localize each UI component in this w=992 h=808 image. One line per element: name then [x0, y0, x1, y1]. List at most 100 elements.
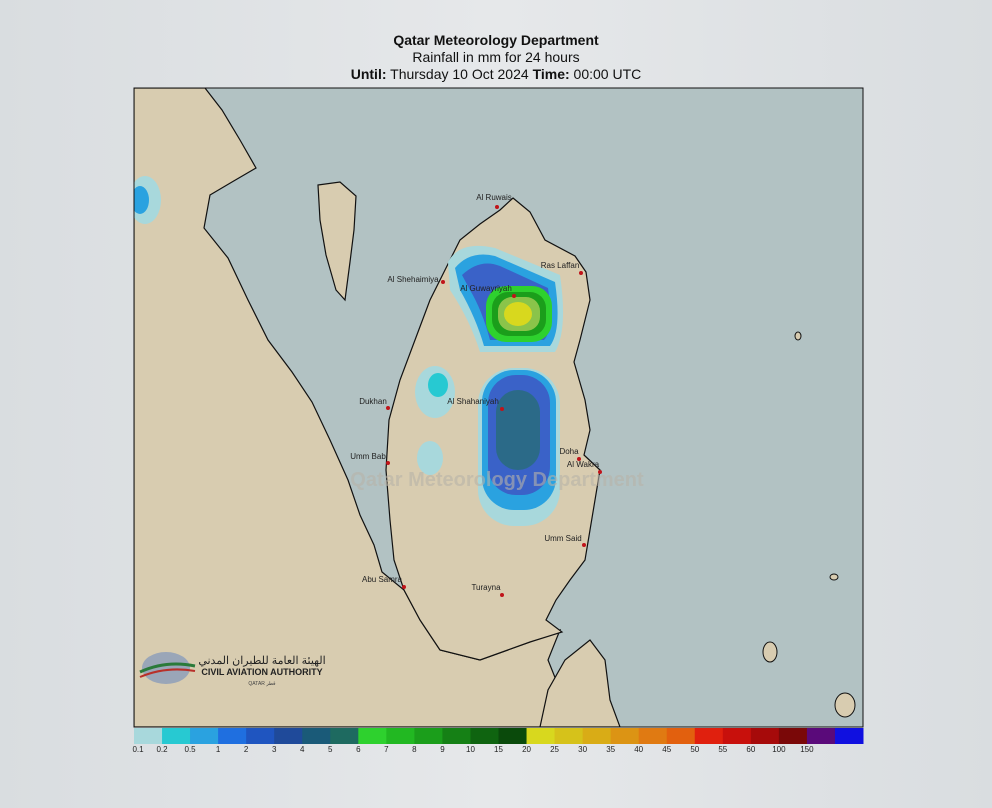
scale-label: 2: [244, 745, 249, 754]
until-label: Until:: [350, 66, 387, 82]
scale-swatch: [470, 728, 499, 744]
scale-swatch: [414, 728, 443, 744]
scale-label: 0.1: [132, 745, 144, 754]
scale-label: 150: [800, 745, 814, 754]
subtitle: Rainfall in mm for 24 hours: [412, 49, 580, 65]
place-dot: [500, 407, 504, 411]
validity: Until: Thursday 10 Oct 2024 Time: 00:00 …: [0, 66, 992, 83]
scale-label: 45: [662, 745, 671, 754]
logo-arabic: الهيئة العامة للطيران المدني: [198, 655, 325, 667]
place-dot: [386, 406, 390, 410]
scale-swatch: [134, 728, 163, 744]
scale-swatch: [834, 728, 864, 744]
place-dot: [402, 585, 406, 589]
place-label: Al Shahaniyah: [447, 397, 499, 406]
map-frame: [133, 87, 864, 728]
scale-label: 5: [328, 745, 333, 754]
bahrain: [317, 181, 357, 302]
scale-label: 6: [356, 745, 361, 754]
scale-label: 1: [216, 745, 221, 754]
color-scale: 0.1 0.2 0.5 1 2 3 4 5 6 7 8 9 10 15 20 25 30 35 40 45 50 55 60…: [132, 728, 864, 754]
places: Al Ruwais Ras Laffan Al Shehaimiya Al Guway…: [350, 193, 602, 597]
scale-swatch: [806, 728, 836, 744]
place-label: Umm Bab: [350, 452, 386, 461]
place-dot: [500, 593, 504, 597]
logo-country: QATAR قطر: [248, 681, 276, 687]
place-dot: [582, 543, 586, 547]
scale-swatch: [358, 728, 387, 744]
place-dot: [386, 461, 390, 465]
scale-swatch: [162, 728, 191, 744]
time-label: Time:: [532, 66, 570, 82]
place-dot: [495, 205, 499, 209]
logo: الهيئة العامة للطيران المدني CIVIL AVIAT…: [139, 652, 326, 687]
place-label: Umm Said: [544, 534, 581, 543]
scale-swatch: [778, 728, 808, 744]
scale-label: 100: [772, 745, 786, 754]
scale-swatch: [638, 728, 668, 744]
scale-swatch: [190, 728, 219, 744]
watermark: Qatar Meteorology Department: [350, 469, 644, 491]
scale-label: 3: [272, 745, 277, 754]
scale-label: 4: [300, 745, 305, 754]
scale-swatch: [302, 728, 331, 744]
place-label: Al Wakra: [567, 460, 600, 469]
scale-label: 7: [384, 745, 389, 754]
scale-swatch: [582, 728, 612, 744]
island: [762, 641, 778, 663]
scale-swatch: [498, 728, 528, 744]
scale-label: 35: [606, 745, 615, 754]
scale-label: 50: [690, 745, 699, 754]
scale-swatch: [526, 728, 556, 744]
scale-label: 40: [634, 745, 643, 754]
scale-label: 20: [522, 745, 531, 754]
scale-label: 0.2: [156, 745, 168, 754]
scale-label: 15: [494, 745, 503, 754]
logo-english: CIVIL AVIATION AUTHORITY: [201, 667, 322, 677]
scale-swatch: [218, 728, 247, 744]
island: [829, 573, 839, 581]
scale-label: 8: [412, 745, 417, 754]
time: 00:00 UTC: [573, 66, 642, 82]
scale-label: 9: [440, 745, 445, 754]
scale-label: 30: [578, 745, 587, 754]
scale-swatch: [246, 728, 275, 744]
scale-label: 25: [550, 745, 559, 754]
scale-swatch: [554, 728, 584, 744]
place-label: Al Ruwais: [476, 193, 512, 202]
island: [834, 692, 856, 718]
place-label: Abu Samra: [362, 575, 403, 584]
scale-swatch: [694, 728, 724, 744]
place-dot: [577, 457, 581, 461]
rainfall: [134, 176, 564, 526]
uae: [539, 639, 621, 727]
scale-swatch: [666, 728, 696, 744]
scale-label: 0.5: [185, 745, 197, 754]
place-label: Dukhan: [359, 397, 387, 406]
scale-label: 60: [746, 745, 755, 754]
place-label: Ras Laffan: [541, 261, 580, 270]
scale-label: 10: [466, 745, 475, 754]
place-label: Doha: [559, 447, 579, 456]
place-dot: [598, 470, 602, 474]
date: Thursday 10 Oct 2024: [390, 66, 529, 82]
scale-swatch: [750, 728, 780, 744]
place-label: Al Guwayriyah: [460, 284, 512, 293]
scale-swatch: [330, 728, 359, 744]
scale-swatch: [610, 728, 640, 744]
place-label: Turayna: [471, 583, 501, 592]
title: Qatar Meteorology Department: [393, 32, 599, 48]
scale-label: 55: [718, 745, 727, 754]
place-label: Al Shehaimiya: [387, 275, 439, 284]
map-area: Qatar Meteorology Department Al Ruwais Ra…: [134, 88, 863, 727]
scale-swatch: [442, 728, 471, 744]
scale-swatch: [274, 728, 303, 744]
place-dot: [512, 294, 516, 298]
header: Qatar Meteorology Department Rainfall in…: [0, 32, 992, 83]
place-dot: [441, 280, 445, 284]
scale-swatch: [722, 728, 752, 744]
island: [794, 331, 802, 341]
scale-swatch: [386, 728, 415, 744]
